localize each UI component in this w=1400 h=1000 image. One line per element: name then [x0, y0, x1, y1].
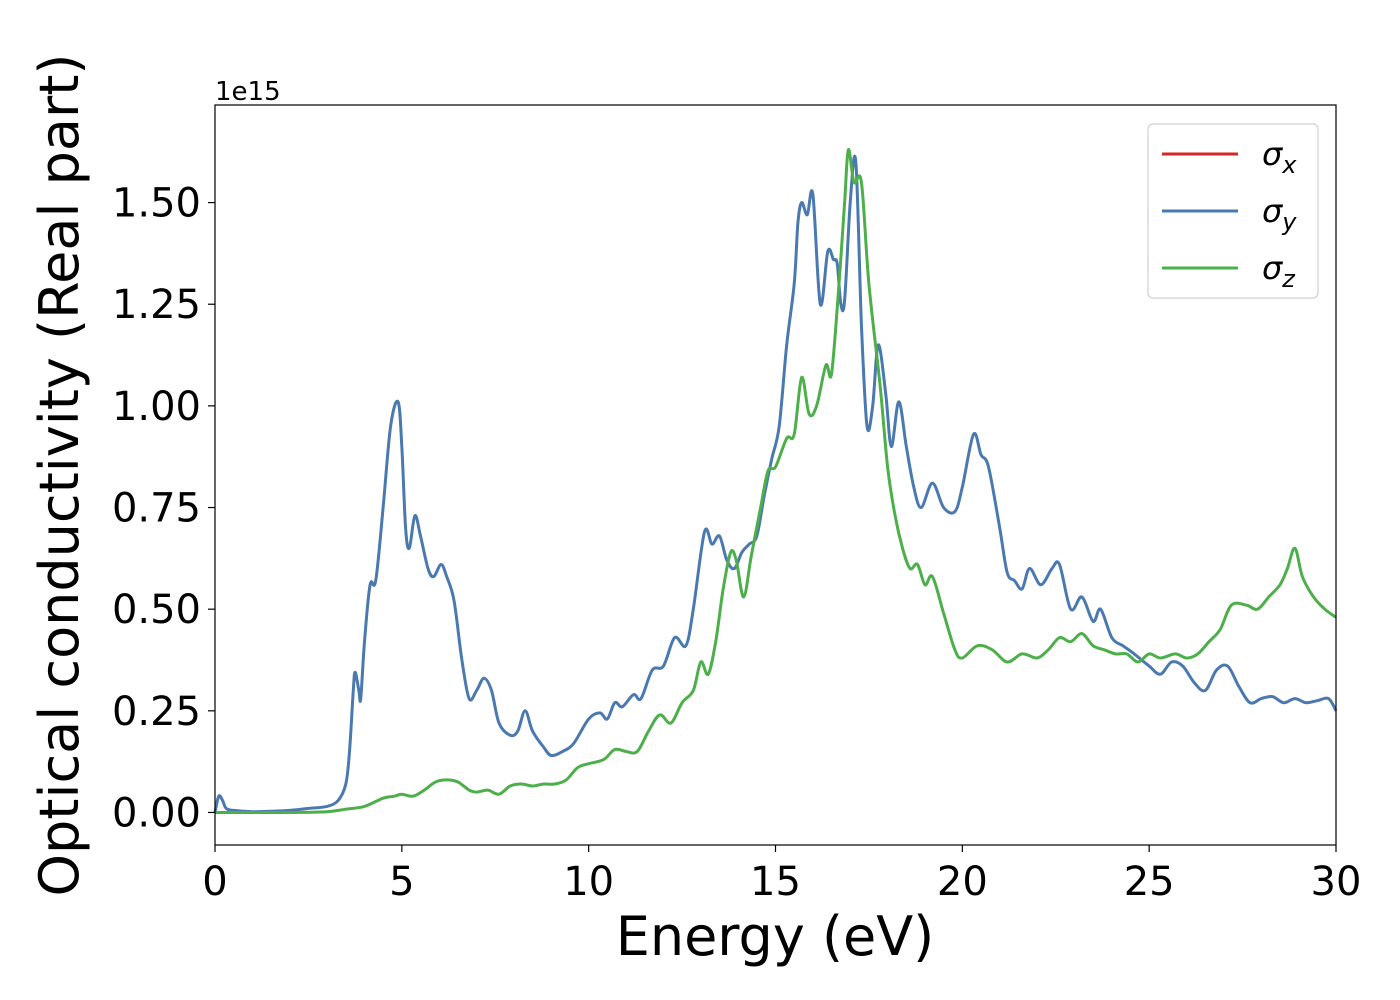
y-tick-label: 1.00 — [112, 384, 201, 430]
x-tick-label: 10 — [563, 859, 614, 905]
series-layer — [213, 148, 1338, 815]
y-tick-label: 0.00 — [112, 790, 201, 836]
x-tick-label: 5 — [389, 859, 414, 905]
x-axis-label: Energy (eV) — [616, 905, 935, 968]
y-axis-label: Optical conductivity (Real part) — [28, 54, 91, 897]
x-tick-label: 25 — [1124, 859, 1175, 905]
x-tick-label: 20 — [937, 859, 988, 905]
y-offset-label: 1e15 — [215, 77, 281, 107]
y-tick-label: 0.25 — [112, 689, 201, 735]
series-line-sigma_z — [215, 148, 1337, 815]
y-tick-label: 1.50 — [112, 181, 201, 227]
x-tick-label: 15 — [750, 859, 801, 905]
x-tick-label: 30 — [1311, 859, 1362, 905]
legend-label: σy — [1262, 192, 1297, 236]
x-axis: 0 5 10 15 20 25 30 — [202, 845, 1361, 905]
y-tick-label: 1.25 — [112, 282, 201, 328]
y-axis: 0.00 0.25 0.50 0.75 1.00 1.25 1.50 — [112, 181, 215, 836]
x-tick-label: 0 — [202, 859, 227, 905]
y-tick-label: 0.75 — [112, 486, 201, 532]
y-tick-label: 0.50 — [112, 587, 201, 633]
